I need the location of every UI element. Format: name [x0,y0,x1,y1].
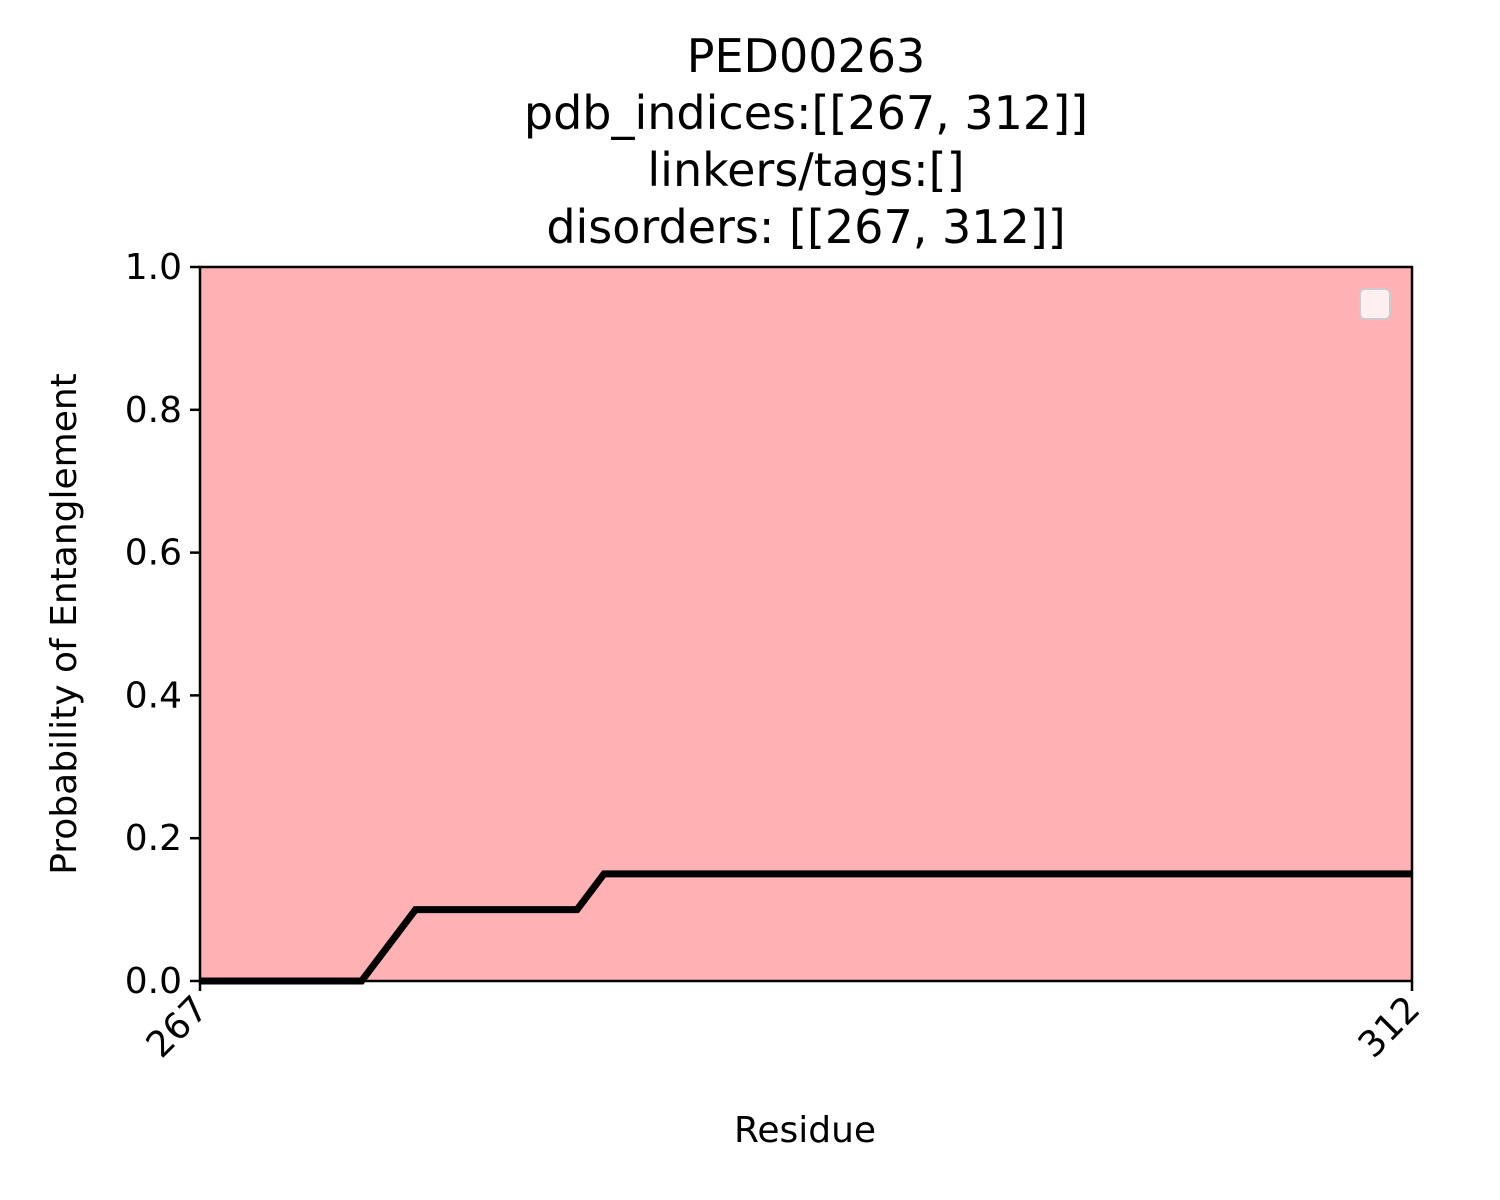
y-tick-label: 0.6 [125,533,182,574]
axes-frame [198,265,1414,983]
y-axis-label: Probability of Entanglement [44,373,85,875]
legend [1359,288,1391,320]
shaded-regions [200,267,1412,981]
axes [198,265,1414,983]
x-ticks: 267 312 [139,981,1429,1066]
y-tick-label: 0.8 [125,390,182,431]
legend-box [1359,288,1391,320]
y-ticks: 0.0 0.2 0.4 0.6 0.8 1.0 [125,247,200,1002]
disorder-region-0 [200,267,1412,981]
chart-title-line-3: linkers/tags:[] [647,143,965,197]
chart-title-line-4: disorders: [[267, 312]] [546,200,1066,254]
x-tick-label: 312 [1351,988,1429,1066]
x-axis-label: Residue [734,1110,876,1151]
chart-title-line-1: PED00263 [686,29,926,83]
y-tick-label: 0.4 [125,675,182,716]
y-tick-label: 0.0 [125,961,182,1002]
chart-title-line-2: pdb_indices:[[267, 312]] [523,86,1089,140]
y-tick-label: 0.2 [125,818,182,859]
y-tick-label: 1.0 [125,247,182,288]
